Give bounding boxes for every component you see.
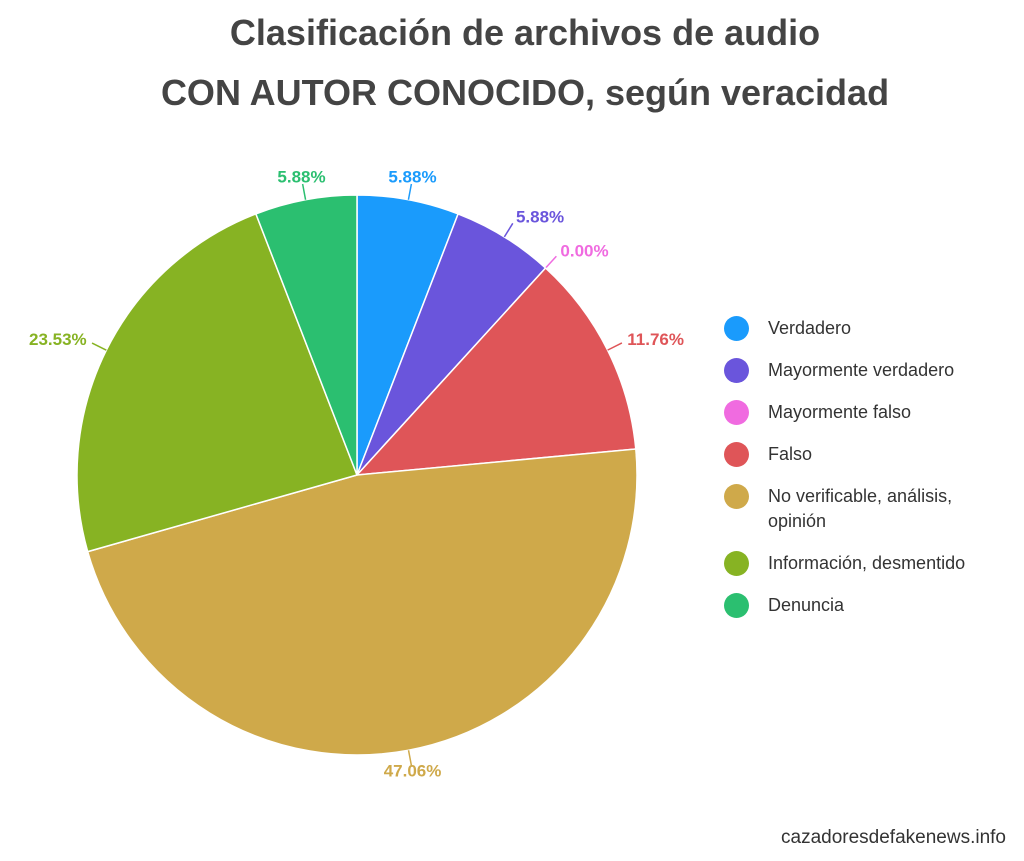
data-label: 5.88%: [516, 208, 564, 227]
legend-label: Mayormente verdadero: [768, 360, 955, 380]
chart-title: Clasificación de archivos de audio: [229, 12, 821, 53]
data-label: 5.88%: [388, 168, 436, 187]
leader-line: [503, 222, 514, 238]
legend-label: Mayormente falso: [768, 402, 912, 422]
legend-swatch: [724, 593, 749, 618]
leader-line: [91, 342, 107, 351]
legend: Verdadero Mayormente verdadero Mayormente …: [724, 316, 1009, 618]
legend-item: Mayormente falso: [724, 400, 1009, 425]
leader-line: [407, 183, 413, 200]
pie-slice: [355, 266, 637, 476]
data-label: 23.53%: [29, 330, 87, 349]
legend-item: Información, desmentido: [724, 551, 1009, 576]
leader-line: [607, 342, 623, 351]
chart-title: CON AUTOR CONOCIDO, según veracidad: [160, 72, 890, 113]
legend-label: Información, desmentido: [768, 553, 966, 573]
legend-label: No verificable, análisis, opinión: [768, 486, 953, 531]
legend-swatch: [724, 551, 749, 576]
legend-label: Denuncia: [768, 595, 845, 615]
data-label: 11.76%: [627, 330, 684, 349]
legend-swatch: [724, 442, 749, 467]
legend-item: Mayormente verdadero: [724, 358, 1009, 383]
legend-item: Falso: [724, 442, 1009, 467]
data-label: 47.06%: [384, 761, 442, 780]
source: cazadoresdefakenews.info: [781, 827, 1006, 848]
legend-item: Verdadero: [724, 316, 1009, 341]
legend-swatch: [724, 358, 749, 383]
pie-slice: [76, 212, 358, 553]
legend-swatch: [724, 316, 749, 341]
legend-swatch: [724, 484, 749, 509]
legend-label: Verdadero: [768, 318, 852, 338]
data-label: 5.88%: [277, 168, 325, 187]
leader-line: [407, 750, 413, 767]
pie-slice: [254, 194, 358, 476]
legend-label: Falso: [768, 444, 813, 464]
leader-line: [301, 183, 307, 200]
legend-item: Denuncia: [724, 593, 1009, 618]
data-label: 0.00%: [560, 241, 608, 260]
leader-line: [545, 255, 557, 269]
legend-swatch: [724, 400, 749, 425]
legend-item: No verificable, análisis, opinión: [724, 484, 1009, 534]
